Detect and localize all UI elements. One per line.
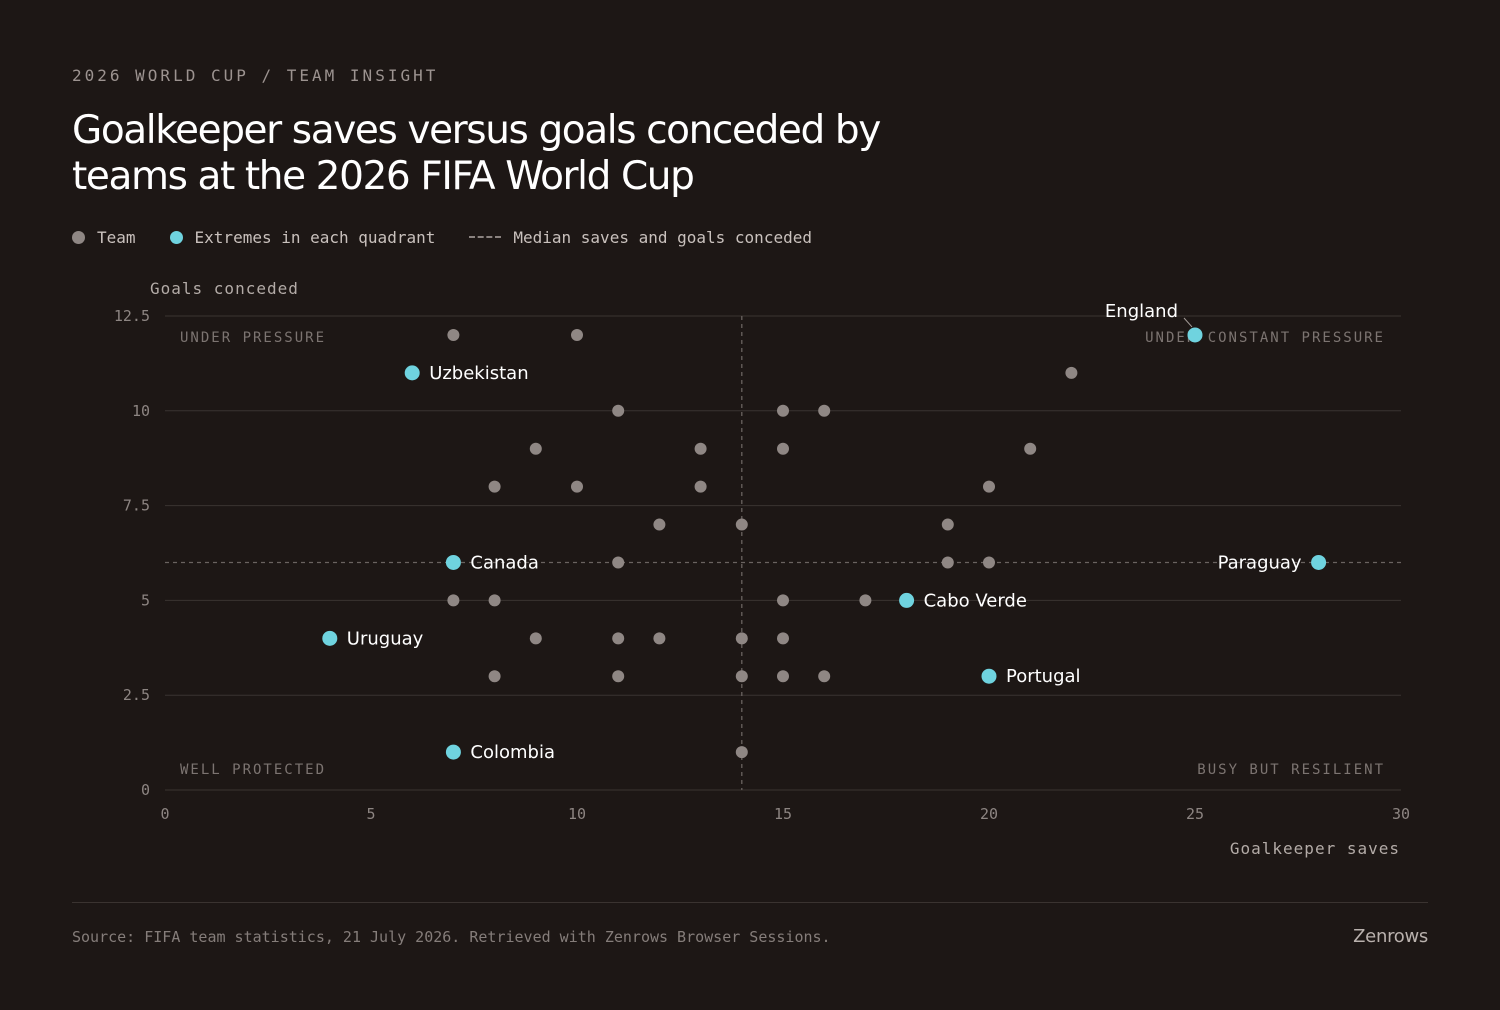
brand-logo: Zenrows bbox=[1353, 926, 1428, 947]
team-point bbox=[735, 632, 748, 645]
team-point bbox=[735, 670, 748, 683]
extreme-point bbox=[404, 365, 420, 381]
team-point bbox=[694, 442, 707, 455]
team-point bbox=[529, 442, 542, 455]
team-point bbox=[529, 632, 542, 645]
team-point bbox=[447, 594, 460, 607]
extreme-point bbox=[445, 744, 461, 760]
scatter-chart: 0 2.5 5 7.5 10 12.5 0 5 10 15 20 25 30 Goals conceded… bbox=[114, 279, 1410, 858]
quadrant-label-bottom-right: BUSY BUT RESILIENT bbox=[1197, 762, 1385, 778]
y-tick-label: 5 bbox=[141, 591, 150, 609]
team-point bbox=[777, 442, 789, 455]
team-point bbox=[777, 404, 789, 417]
team-point bbox=[941, 556, 954, 569]
extreme-point bbox=[445, 554, 461, 570]
team-point bbox=[653, 632, 666, 645]
team-point bbox=[818, 670, 831, 683]
team-point bbox=[612, 404, 625, 417]
kicker: 2026 WORLD CUP / TEAM INSIGHT bbox=[72, 66, 439, 85]
chart-title: Goalkeeper saves versus goals conceded b… bbox=[72, 108, 881, 199]
team-point bbox=[653, 518, 666, 531]
extreme-point bbox=[322, 630, 338, 646]
extreme-point bbox=[1187, 327, 1203, 343]
extreme-dot-swatch bbox=[169, 230, 183, 244]
team-point bbox=[777, 670, 789, 683]
quadrant-label-top-left: UNDER PRESSURE bbox=[180, 330, 326, 346]
x-tick-label: 20 bbox=[980, 805, 998, 823]
point-label: Colombia bbox=[470, 742, 555, 763]
point-label: Canada bbox=[470, 552, 539, 573]
team-point bbox=[571, 480, 583, 493]
legend-item-team: Team bbox=[72, 228, 136, 247]
team-point bbox=[777, 594, 789, 607]
team-point bbox=[447, 328, 460, 341]
legend-team-label: Team bbox=[97, 227, 136, 247]
team-point bbox=[735, 518, 748, 531]
footer-divider bbox=[72, 902, 1428, 903]
team-point bbox=[1065, 366, 1078, 379]
team-point bbox=[941, 518, 954, 531]
team-point bbox=[859, 594, 872, 607]
legend-item-extremes: Extremes in each quadrant bbox=[169, 227, 436, 247]
x-tick-label: 15 bbox=[774, 805, 792, 823]
x-axis-label: Goalkeeper saves bbox=[1230, 839, 1400, 858]
y-tick-label: 0 bbox=[141, 781, 150, 799]
y-tick-label: 2.5 bbox=[123, 686, 150, 704]
y-tick-label: 12.5 bbox=[114, 307, 150, 325]
y-tick-label: 10 bbox=[132, 402, 150, 420]
legend: Team Extremes in each quadrant Median sa… bbox=[72, 226, 846, 248]
x-tick-label: 5 bbox=[366, 805, 375, 823]
team-point bbox=[612, 556, 625, 569]
y-axis-label: Goals conceded bbox=[150, 279, 299, 298]
point-label-england: England bbox=[1105, 301, 1178, 322]
team-point bbox=[488, 594, 501, 607]
team-point bbox=[818, 404, 831, 417]
legend-median-label: Median saves and goals conceded bbox=[513, 227, 812, 247]
team-point bbox=[571, 328, 583, 341]
legend-item-median: Median saves and goals conceded bbox=[469, 228, 812, 247]
point-label: Cabo Verde bbox=[924, 590, 1027, 611]
team-point bbox=[488, 480, 501, 493]
extreme-point bbox=[1311, 554, 1327, 570]
team-point bbox=[488, 670, 501, 683]
x-tick-label: 10 bbox=[568, 805, 586, 823]
point-label: Uzbekistan bbox=[429, 363, 528, 384]
team-point bbox=[735, 746, 748, 759]
point-label: Uruguay bbox=[347, 628, 424, 649]
y-tick-label: 7.5 bbox=[123, 497, 150, 515]
quadrant-label-top-right: UNDER CONSTANT PRESSURE bbox=[1145, 330, 1385, 346]
point-label: Paraguay bbox=[1218, 552, 1302, 573]
team-point bbox=[612, 632, 625, 645]
team-point bbox=[983, 480, 995, 493]
point-label: Portugal bbox=[1006, 666, 1081, 687]
legend-extremes-label: Extremes in each quadrant bbox=[194, 227, 436, 247]
x-tick-label: 25 bbox=[1186, 805, 1204, 823]
source-note: Source: FIFA team statistics, 21 July 20… bbox=[72, 928, 831, 946]
team-dot-swatch bbox=[72, 230, 85, 244]
team-point bbox=[694, 480, 707, 493]
team-point bbox=[1024, 442, 1037, 455]
x-tick-label: 30 bbox=[1392, 805, 1410, 823]
quadrant-label-bottom-left: WELL PROTECTED bbox=[180, 762, 326, 778]
extreme-point bbox=[981, 668, 997, 684]
team-point bbox=[983, 556, 995, 569]
team-point bbox=[777, 632, 789, 645]
england-leader-line bbox=[1183, 317, 1193, 328]
team-point bbox=[612, 670, 625, 683]
median-dash-swatch bbox=[469, 236, 502, 238]
extreme-point bbox=[899, 592, 915, 608]
x-tick-label: 0 bbox=[160, 805, 169, 823]
